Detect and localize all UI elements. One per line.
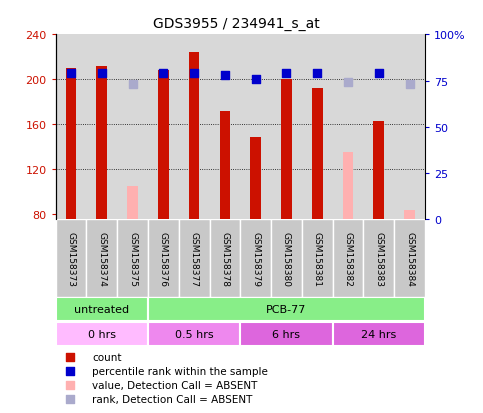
Point: [67, 71, 75, 77]
Bar: [281, 80, 292, 220]
Text: GSM158379: GSM158379: [251, 231, 260, 286]
Point: [406, 82, 413, 88]
Bar: [302, 220, 333, 297]
Bar: [148, 323, 241, 347]
Bar: [179, 220, 210, 297]
Bar: [240, 323, 333, 347]
Point: [252, 76, 259, 83]
Text: GDS3955 / 234941_s_at: GDS3955 / 234941_s_at: [153, 17, 320, 31]
Bar: [333, 220, 364, 297]
Bar: [127, 186, 138, 220]
Point: [67, 368, 74, 375]
Point: [313, 71, 321, 77]
Text: GSM158374: GSM158374: [97, 231, 106, 286]
Point: [98, 71, 106, 77]
Bar: [333, 323, 425, 347]
Text: 24 hrs: 24 hrs: [361, 330, 397, 339]
Bar: [404, 211, 415, 220]
Point: [283, 71, 290, 77]
Text: GSM158376: GSM158376: [159, 231, 168, 286]
Bar: [158, 71, 169, 220]
Bar: [66, 69, 76, 220]
Text: percentile rank within the sample: percentile rank within the sample: [93, 366, 269, 376]
Point: [67, 396, 74, 402]
Text: GSM158375: GSM158375: [128, 231, 137, 286]
Bar: [394, 220, 425, 297]
Point: [67, 382, 74, 388]
Text: count: count: [93, 352, 122, 362]
Point: [344, 80, 352, 86]
Text: GSM158383: GSM158383: [374, 231, 384, 286]
Point: [67, 354, 74, 361]
Text: PCB-77: PCB-77: [266, 304, 307, 314]
Point: [221, 72, 229, 79]
Bar: [364, 220, 394, 297]
Text: GSM158381: GSM158381: [313, 231, 322, 286]
Text: value, Detection Call = ABSENT: value, Detection Call = ABSENT: [93, 380, 258, 390]
Text: 0.5 hrs: 0.5 hrs: [175, 330, 213, 339]
Point: [159, 71, 167, 77]
Bar: [56, 220, 86, 297]
Text: GSM158377: GSM158377: [190, 231, 199, 286]
Bar: [117, 220, 148, 297]
Bar: [271, 220, 302, 297]
Bar: [148, 220, 179, 297]
Text: rank, Detection Call = ABSENT: rank, Detection Call = ABSENT: [93, 394, 253, 404]
Bar: [342, 153, 354, 220]
Bar: [250, 138, 261, 220]
Bar: [312, 89, 323, 220]
Text: 6 hrs: 6 hrs: [272, 330, 300, 339]
Text: untreated: untreated: [74, 304, 129, 314]
Bar: [219, 111, 230, 220]
Bar: [240, 220, 271, 297]
Bar: [96, 66, 107, 220]
Text: GSM158384: GSM158384: [405, 231, 414, 286]
Text: 0 hrs: 0 hrs: [88, 330, 116, 339]
Point: [375, 71, 383, 77]
Text: GSM158373: GSM158373: [67, 231, 75, 286]
Bar: [210, 220, 240, 297]
Bar: [148, 297, 425, 321]
Point: [128, 82, 136, 88]
Bar: [189, 53, 199, 220]
Text: GSM158380: GSM158380: [282, 231, 291, 286]
Bar: [373, 121, 384, 220]
Bar: [86, 220, 117, 297]
Bar: [56, 297, 148, 321]
Text: GSM158378: GSM158378: [220, 231, 229, 286]
Bar: [56, 323, 148, 347]
Text: GSM158382: GSM158382: [343, 231, 353, 286]
Point: [190, 71, 198, 77]
